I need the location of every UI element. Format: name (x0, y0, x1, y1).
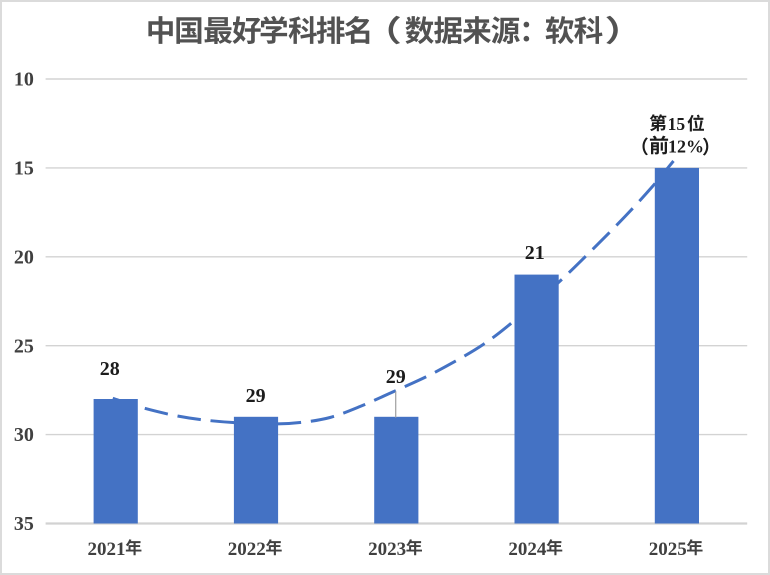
svg-text:29: 29 (386, 366, 406, 388)
svg-text:15: 15 (14, 158, 34, 180)
svg-text:20: 20 (14, 246, 34, 268)
svg-text:21: 21 (525, 242, 545, 264)
svg-text:2022: 2022 (228, 539, 266, 560)
svg-text:28: 28 (100, 358, 120, 380)
svg-text:15: 15 (668, 114, 686, 134)
svg-text:29: 29 (246, 385, 266, 407)
svg-text:10: 10 (14, 69, 34, 91)
svg-text:30: 30 (14, 424, 34, 446)
svg-text:2025: 2025 (649, 539, 687, 560)
svg-text:2023: 2023 (368, 539, 406, 560)
svg-text:2024: 2024 (508, 539, 547, 560)
svg-text:25: 25 (14, 335, 34, 357)
svg-text:12%: 12% (668, 136, 704, 156)
svg-text:2021: 2021 (88, 539, 126, 560)
svg-text:35: 35 (14, 513, 34, 535)
